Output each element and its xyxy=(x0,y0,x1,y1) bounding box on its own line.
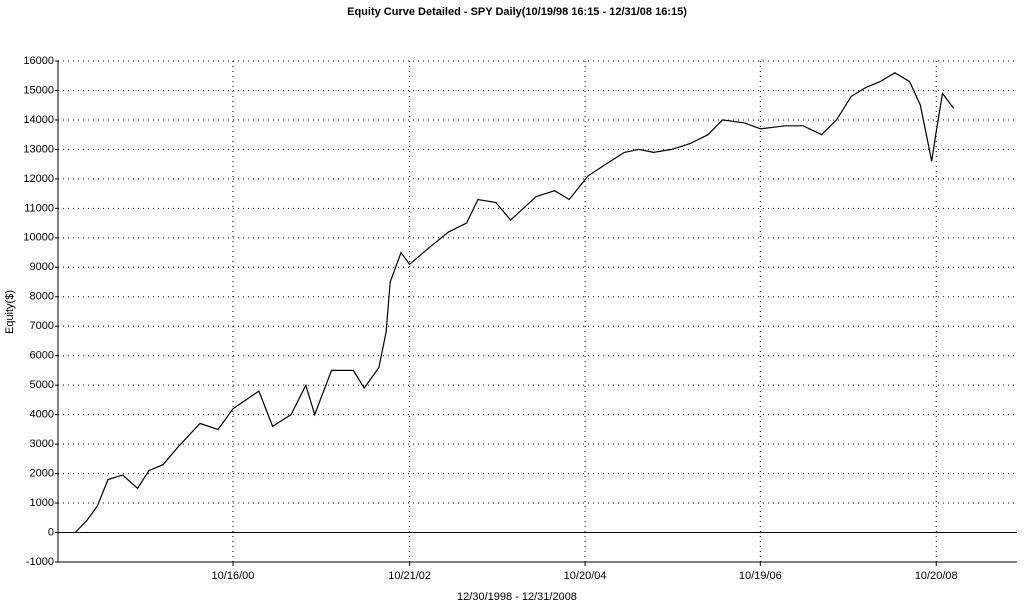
x-tick-label: 10/19/06 xyxy=(739,570,782,582)
y-tick-label: 16000 xyxy=(23,55,54,67)
x-tick-label: 10/21/02 xyxy=(388,570,431,582)
equity-line xyxy=(74,72,954,533)
y-tick-label: 6000 xyxy=(30,350,54,362)
x-tick-label: 10/20/08 xyxy=(915,570,958,582)
y-tick-label: 9000 xyxy=(30,261,54,273)
y-tick-label: 12000 xyxy=(23,173,54,185)
x-tick-label: 10/20/04 xyxy=(564,570,607,582)
y-tick-label: 3000 xyxy=(30,438,54,450)
y-tick-label: 11000 xyxy=(24,202,54,214)
x-tick-label: 10/16/00 xyxy=(212,570,255,582)
chart-title: Equity Curve Detailed - SPY Daily(10/19/… xyxy=(347,6,687,18)
y-tick-label: 0 xyxy=(48,526,54,538)
y-tick-label: 7000 xyxy=(30,320,54,332)
y-tick-label: 1000 xyxy=(30,497,54,509)
x-axis-label: 12/30/1998 - 12/31/2008 xyxy=(457,591,577,603)
y-tick-label: 5000 xyxy=(30,379,54,391)
y-tick-label: 10000 xyxy=(23,232,54,244)
y-tick-label: 8000 xyxy=(30,291,54,303)
y-tick-label: 4000 xyxy=(30,409,54,421)
y-axis-label: Equity($) xyxy=(4,290,16,334)
y-tick-label: 15000 xyxy=(23,84,54,96)
y-tick-label: 2000 xyxy=(30,467,54,479)
y-tick-label: 13000 xyxy=(23,143,54,155)
y-tick-label: 14000 xyxy=(23,114,54,126)
y-tick-label: -1000 xyxy=(26,556,54,568)
